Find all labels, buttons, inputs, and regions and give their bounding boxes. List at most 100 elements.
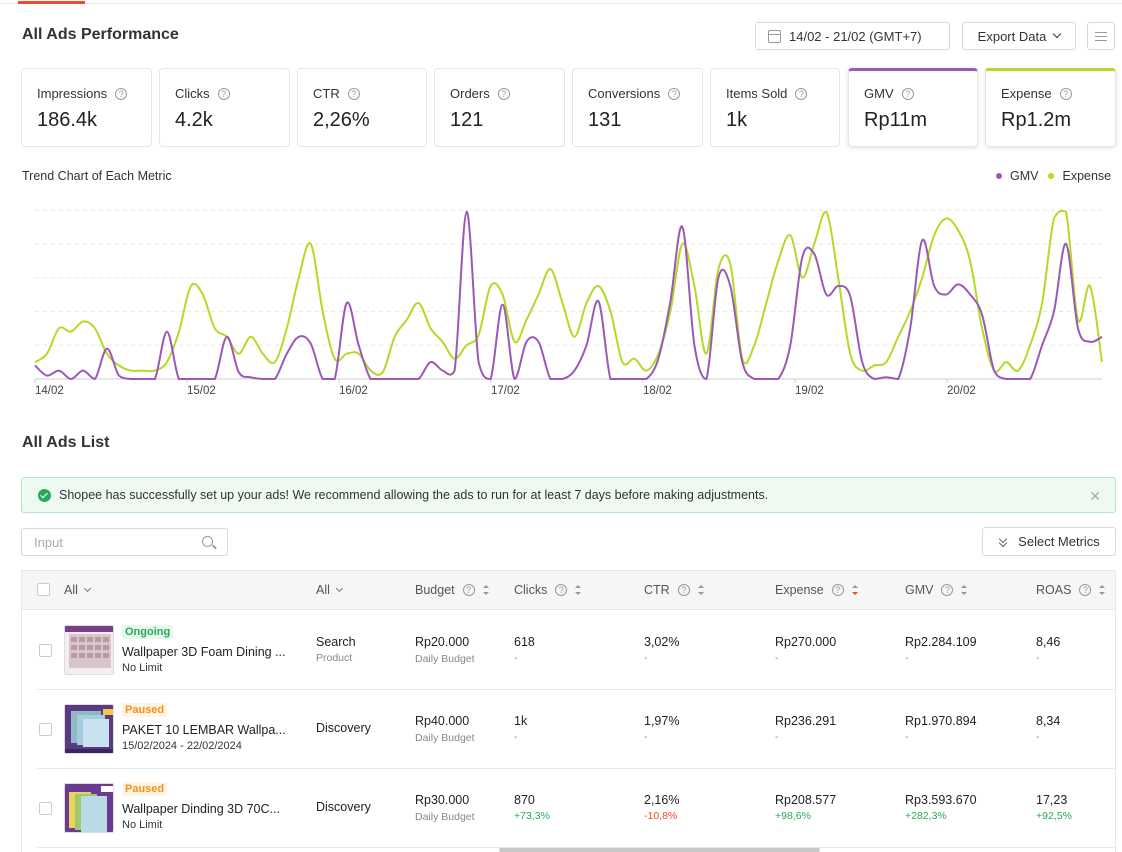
clicks-change: +73,3% — [514, 810, 550, 822]
product-thumbnail[interactable] — [64, 704, 114, 754]
metric-card-ctr[interactable]: CTR? 2,26% — [297, 68, 427, 147]
trend-chart[interactable]: 14/02 15/02 16/02 17/02 18/02 19/02 20/02 — [22, 195, 1112, 405]
budget-type: Daily Budget — [415, 811, 475, 823]
help-icon[interactable]: ? — [217, 87, 230, 100]
top-divider — [0, 3, 1122, 4]
select-metrics-button[interactable]: Select Metrics — [982, 527, 1116, 556]
product-name[interactable]: PAKET 10 LEMBAR Wallpa... — [122, 723, 286, 737]
export-data-button[interactable]: Export Data — [962, 22, 1076, 50]
sort-icon[interactable] — [575, 585, 582, 595]
series-line-expense[interactable] — [34, 209, 1103, 376]
metric-card-orders[interactable]: Orders? 121 — [434, 68, 565, 147]
help-icon[interactable]: ? — [347, 87, 360, 100]
status-badge: Ongoing — [122, 625, 174, 639]
help-icon[interactable]: ? — [1059, 87, 1072, 100]
select-all-checkbox[interactable] — [37, 583, 50, 596]
clicks-value: 870 — [514, 793, 535, 807]
ctr-change: - — [644, 731, 648, 743]
roas-value: 17,23 — [1036, 793, 1068, 807]
product-name[interactable]: Wallpaper 3D Foam Dining ... — [122, 645, 286, 659]
help-icon[interactable]: ? — [462, 584, 475, 596]
product-thumbnail[interactable] — [64, 783, 114, 833]
product-name[interactable]: Wallpaper Dinding 3D 70C... — [122, 802, 280, 816]
table-row[interactable]: Paused Wallpaper Dinding 3D 70C... No Li… — [37, 769, 1115, 848]
x-tick-label: 16/02 — [339, 385, 368, 397]
legend-item-gmv[interactable]: GMV — [996, 169, 1038, 183]
menu-button[interactable] — [1087, 22, 1115, 50]
menu-icon — [1095, 31, 1107, 33]
column-budget[interactable]: Budget? — [415, 583, 489, 597]
column-gmv[interactable]: GMV? — [905, 583, 968, 597]
table-row[interactable]: Paused PAKET 10 LEMBAR Wallpa... 15/02/2… — [37, 690, 1115, 769]
status-badge: Paused — [122, 703, 168, 717]
filter-status-dropdown[interactable]: All — [64, 583, 91, 597]
metric-value: 4.2k — [175, 109, 213, 131]
product-image — [65, 784, 113, 832]
column-roas[interactable]: ROAS? — [1036, 583, 1106, 597]
row-checkbox[interactable] — [39, 644, 52, 657]
x-tick-label: 19/02 — [795, 385, 824, 397]
help-icon[interactable]: ? — [941, 584, 954, 596]
column-label: GMV — [905, 583, 934, 597]
ctr-value: 3,02% — [644, 635, 680, 649]
product-thumbnail[interactable] — [64, 625, 114, 675]
sort-icon[interactable] — [1099, 585, 1106, 595]
legend-item-expense[interactable]: Expense — [1048, 169, 1111, 183]
budget-value: Rp20.000 — [415, 635, 470, 649]
help-icon[interactable]: ? — [115, 87, 128, 100]
metric-card-conversions[interactable]: Conversions? 131 — [572, 68, 703, 147]
metric-card-expense[interactable]: Expense? Rp1.2m — [985, 68, 1116, 147]
legend-dot — [1048, 173, 1055, 179]
help-icon[interactable]: ? — [1079, 584, 1092, 596]
row-checkbox[interactable] — [39, 802, 52, 815]
series-line-gmv[interactable] — [34, 210, 1103, 381]
horizontal-scrollbar[interactable] — [499, 848, 820, 852]
column-ctr[interactable]: CTR? — [644, 583, 704, 597]
sort-icon[interactable] — [961, 585, 968, 595]
date-range-label: 14/02 - 21/02 (GMT+7) — [789, 28, 922, 44]
row-checkbox[interactable] — [39, 723, 52, 736]
column-expense[interactable]: Expense? — [775, 583, 858, 597]
check-circle-icon — [38, 488, 51, 502]
page-title: All Ads Performance — [22, 26, 179, 43]
success-notice: Shopee has successfully set up your ads!… — [21, 477, 1116, 513]
export-data-label: Export Data — [977, 28, 1047, 44]
metric-card-items-sold[interactable]: Items Sold? 1k — [710, 68, 840, 147]
help-icon[interactable]: ? — [668, 87, 681, 100]
gmv-change: +282,3% — [905, 810, 947, 822]
close-icon[interactable]: ✕ — [1089, 488, 1101, 504]
help-icon[interactable]: ? — [677, 584, 690, 596]
help-icon[interactable]: ? — [497, 87, 510, 100]
roas-change: - — [1036, 652, 1040, 664]
sort-icon[interactable] — [697, 585, 704, 595]
date-range-picker[interactable]: 14/02 - 21/02 (GMT+7) — [755, 22, 950, 50]
sort-icon[interactable] — [851, 585, 858, 595]
column-clicks[interactable]: Clicks? — [514, 583, 582, 597]
product-image — [65, 705, 113, 753]
metric-value: 121 — [450, 109, 484, 131]
sort-icon[interactable] — [482, 585, 489, 595]
help-icon[interactable]: ? — [831, 584, 844, 596]
legend-label: GMV — [1010, 169, 1039, 183]
search-input[interactable] — [22, 529, 192, 555]
help-icon[interactable]: ? — [555, 584, 568, 596]
roas-value: 8,34 — [1036, 714, 1061, 728]
metric-card-impressions[interactable]: Impressions? 186.4k — [21, 68, 152, 147]
search-box[interactable] — [21, 528, 228, 556]
roas-change: - — [1036, 731, 1040, 743]
filter-placement-dropdown[interactable]: All — [316, 583, 343, 597]
help-icon[interactable]: ? — [901, 87, 914, 100]
expense-value: Rp270.000 — [775, 635, 837, 649]
expense-value: Rp236.291 — [775, 714, 837, 728]
search-icon[interactable] — [202, 536, 213, 547]
metric-card-gmv[interactable]: GMV? Rp11m — [848, 68, 978, 147]
clicks-value: 1k — [514, 714, 528, 728]
help-icon[interactable]: ? — [795, 87, 808, 100]
metric-value: Rp1.2m — [1001, 109, 1072, 131]
ad-period: No Limit — [122, 819, 163, 831]
table-header: All All Budget? Clicks? CTR? Expense? GM… — [22, 571, 1115, 610]
metric-card-clicks[interactable]: Clicks? 4.2k — [159, 68, 290, 147]
gmv-value: Rp2.284.109 — [905, 635, 977, 649]
table-row[interactable]: Ongoing Wallpaper 3D Foam Dining ... No … — [37, 611, 1115, 690]
gmv-change: - — [905, 652, 909, 664]
